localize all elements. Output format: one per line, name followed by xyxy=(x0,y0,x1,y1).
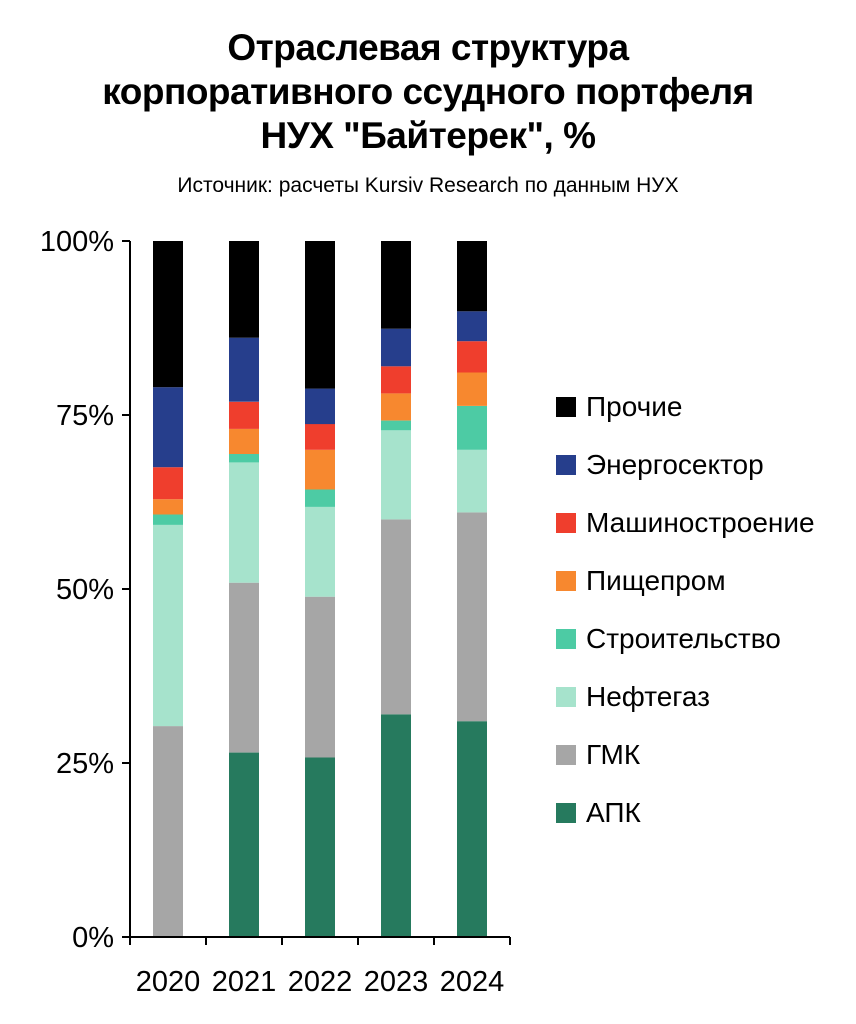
bar-segment xyxy=(229,582,259,753)
legend-item: ГМК xyxy=(556,738,640,772)
legend-label: Строительство xyxy=(586,623,781,654)
chart-subtitle: Источник: расчеты Kursiv Research по дан… xyxy=(177,174,679,197)
y-tick-label: 100% xyxy=(40,226,114,258)
bar-segment xyxy=(457,372,487,406)
legend-item: Строительство xyxy=(556,622,781,656)
bar-segment xyxy=(229,401,259,429)
legend-swatch xyxy=(556,687,576,707)
legend-label: Машиностроение xyxy=(586,507,815,538)
bar-segment xyxy=(305,424,335,450)
legend-item: Прочие xyxy=(556,390,682,424)
bar-segment xyxy=(305,596,335,758)
bar-segment xyxy=(153,525,183,727)
bar-segment xyxy=(381,241,411,329)
legend-item: Пищепром xyxy=(556,564,726,598)
legend-item: Энергосектор xyxy=(556,448,764,482)
bar-segment xyxy=(305,489,335,507)
bar-segment xyxy=(381,714,411,937)
legend-label: АПК xyxy=(586,797,641,828)
x-tick-label: 2024 xyxy=(440,966,505,998)
y-tick-label: 50% xyxy=(56,574,114,606)
bar-segment xyxy=(457,341,487,373)
title-line-1: Отраслевая структура xyxy=(227,27,629,68)
bar-segment xyxy=(229,337,259,402)
bar-segment xyxy=(381,366,411,394)
title-line-2: корпоративного ссудного портфеля xyxy=(102,71,754,112)
bar-segment xyxy=(153,499,183,515)
y-tick-label: 75% xyxy=(56,400,114,432)
y-tick-label: 25% xyxy=(56,748,114,780)
bar-segment xyxy=(153,467,183,500)
legend-item: Машиностроение xyxy=(556,506,815,540)
x-tick-label: 2020 xyxy=(136,966,201,998)
bar-segment xyxy=(457,241,487,312)
bar-segment xyxy=(457,512,487,722)
bar-segment xyxy=(305,757,335,937)
bar-segment xyxy=(381,393,411,421)
bar-segment xyxy=(457,449,487,513)
bar-segment xyxy=(381,420,411,431)
legend-label: Нефтегаз xyxy=(586,681,710,712)
bar-segment xyxy=(305,388,335,425)
bar-segment xyxy=(457,721,487,937)
legend-swatch xyxy=(556,455,576,475)
bar-segment xyxy=(153,241,183,388)
bar-segment xyxy=(229,462,259,583)
legend-item: АПК xyxy=(556,796,641,830)
legend-swatch xyxy=(556,397,576,417)
legend-swatch xyxy=(556,571,576,591)
y-tick-label: 0% xyxy=(72,922,114,954)
legend-label: Энергосектор xyxy=(586,449,764,480)
legend-label: ГМК xyxy=(586,739,641,770)
legend-swatch xyxy=(556,745,576,765)
legend-swatch xyxy=(556,629,576,649)
bar-segment xyxy=(305,449,335,490)
bar-segment xyxy=(229,454,259,463)
bar-segment xyxy=(153,387,183,468)
bar-segment xyxy=(305,506,335,597)
bar-segment xyxy=(229,241,259,338)
x-tick-label: 2022 xyxy=(288,966,353,998)
bar-segment xyxy=(229,428,259,454)
bar-segment xyxy=(381,430,411,520)
legend-swatch xyxy=(556,803,576,823)
x-tick-label: 2023 xyxy=(364,966,429,998)
bar-segment xyxy=(457,406,487,450)
legend-swatch xyxy=(556,513,576,533)
legend-label: Прочие xyxy=(586,391,683,422)
bar-segment xyxy=(457,311,487,342)
legend-label: Пищепром xyxy=(586,565,726,596)
bar-segment xyxy=(153,514,183,525)
bar-segment xyxy=(153,726,183,937)
bar-segment xyxy=(229,752,259,937)
chart-title: Отраслевая структура корпоративного ссуд… xyxy=(0,26,856,158)
bar-segment xyxy=(381,328,411,367)
legend-item: Нефтегаз xyxy=(556,680,710,714)
title-line-3: НУХ "Байтерек", % xyxy=(260,115,596,156)
bar-segment xyxy=(381,519,411,715)
bar-segment xyxy=(305,241,335,389)
x-tick-label: 2021 xyxy=(212,966,277,998)
